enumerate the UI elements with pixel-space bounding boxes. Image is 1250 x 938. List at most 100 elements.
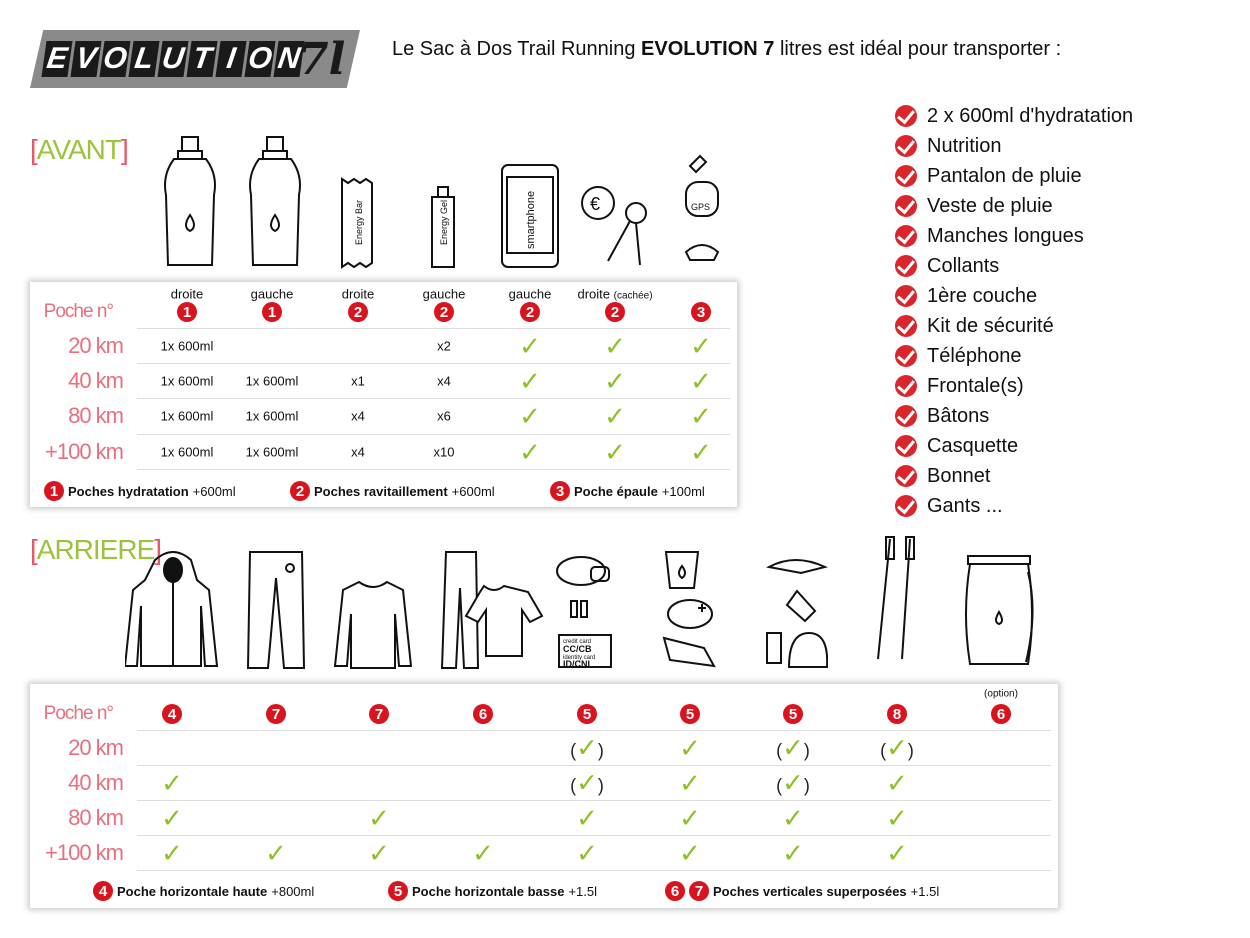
long-sleeve-icon — [333, 580, 413, 669]
pocket-number: 8 — [887, 704, 907, 724]
checklist-label: Gants ... — [927, 494, 1003, 517]
table-cell: ✓ — [519, 403, 541, 429]
check-icon: ✓ — [161, 838, 183, 868]
column-side: droite — [171, 287, 204, 302]
checklist-label: Pantalon de pluie — [927, 164, 1082, 187]
check-icon: ✓ — [604, 401, 626, 431]
table-cell: 1x 600ml — [161, 445, 214, 460]
table-cell: ✓ — [576, 805, 598, 831]
check-icon: ✓ — [519, 331, 541, 361]
pocket-number-badge: 1 — [177, 302, 197, 322]
logo-letter: O — [244, 41, 276, 77]
svg-text:CC/CB: CC/CB — [563, 644, 592, 654]
paren-close: ) — [803, 740, 810, 761]
table-cell: ✓ — [368, 840, 390, 866]
checklist-label: Veste de pluie — [927, 194, 1053, 217]
check-circle-icon — [895, 135, 917, 157]
distance-label: 80 km — [68, 403, 124, 428]
table-cell: 1x 600ml — [246, 409, 299, 424]
pocket-number-badge: 5 — [388, 881, 408, 901]
checklist-label: Bâtons — [927, 404, 990, 427]
pocket-number: 6 — [991, 704, 1011, 724]
hydration-bladder-icon — [965, 555, 1034, 665]
pocket-number-label: Poche n° — [43, 703, 114, 724]
table-cell: (✓) — [570, 770, 604, 797]
cap-gloves-beanie-icon — [766, 559, 828, 668]
check-icon: ✓ — [576, 732, 598, 763]
pocket-number: 7 — [266, 704, 286, 724]
logo-letter: T — [186, 41, 218, 77]
table-cell: ✓ — [604, 333, 626, 359]
pocket-number-badge: 6 — [991, 704, 1011, 724]
pocket-number-badge: 1 — [44, 481, 64, 501]
pocket-number-badge: 5 — [577, 704, 597, 724]
column-side: droite — [342, 287, 375, 302]
pocket-number: 5 — [680, 704, 700, 724]
check-icon: ✓ — [679, 768, 701, 798]
cell-value: x4 — [351, 444, 365, 460]
logo-letter: O — [99, 41, 131, 77]
checklist-label: Collants — [927, 254, 1000, 277]
table-cell: x6 — [437, 409, 451, 424]
cell-value: x4 — [351, 408, 365, 424]
distance-label: +100 km — [45, 439, 124, 464]
trekking-poles-icon — [877, 536, 915, 660]
checklist-label: Téléphone — [927, 344, 1022, 367]
check-icon: ✓ — [690, 437, 712, 467]
legend-name: Poches ravitaillement — [314, 483, 448, 499]
check-circle-icon — [895, 285, 917, 307]
distance-label: 40 km — [68, 770, 124, 795]
checklist-item: Collants — [895, 251, 1133, 281]
checklist-item: Casquette — [895, 431, 1133, 461]
pocket-number-badge: 4 — [93, 881, 113, 901]
optional-check-icon: (✓) — [776, 735, 810, 761]
pocket-number: 4 — [162, 704, 182, 724]
check-icon: ✓ — [604, 437, 626, 467]
side-label: droite — [341, 286, 375, 302]
table-cell: ✓ — [604, 368, 626, 394]
legend-name: Poche horizontale haute — [117, 883, 268, 899]
pocket-number-badge: 4 — [162, 704, 182, 724]
table-cell: ✓ — [690, 333, 712, 359]
logo-letter: E — [41, 41, 73, 77]
distance-label: 20 km — [68, 735, 124, 760]
cell-value: x10 — [433, 444, 455, 460]
first-aid-kit-icon — [662, 551, 716, 668]
table-cell: ✓ — [679, 840, 701, 866]
paren-close: ) — [597, 775, 604, 796]
checklist-item: Frontale(s) — [895, 371, 1133, 401]
table-cell: (✓) — [570, 735, 604, 762]
check-icon: ✓ — [886, 838, 908, 868]
table-cell: ✓ — [161, 805, 183, 831]
checklist-label: Casquette — [927, 434, 1019, 457]
rain-pants-icon — [246, 551, 306, 669]
check-icon: ✓ — [679, 733, 701, 763]
pocket-number-badge: 6 — [473, 704, 493, 724]
checklist-item: Bonnet — [895, 461, 1133, 491]
smartphone-icon: smartphone — [501, 164, 559, 268]
svg-text:smartphone: smartphone — [525, 191, 537, 249]
paren-close: ) — [803, 775, 810, 796]
table-cell: ✓ — [519, 333, 541, 359]
table-cell: ✓ — [519, 368, 541, 394]
tights-and-tshirt-icon — [440, 551, 544, 669]
cell-value: 1x 600ml — [160, 373, 214, 389]
side-label: gauche — [250, 286, 294, 302]
row-divider — [137, 434, 730, 435]
legend-name: Poches hydratation — [68, 483, 189, 499]
capacity-checklist: 2 x 600ml d'hydratation Nutrition Pantalon… — [895, 101, 1133, 521]
distance-label: 40 km — [68, 368, 124, 393]
distance-label: +100 km — [45, 840, 124, 865]
check-icon: ✓ — [161, 768, 183, 798]
table-cell: (✓) — [880, 735, 914, 762]
pocket-number: 2 — [520, 302, 540, 322]
logo-letter: U — [157, 41, 189, 77]
table-cell: x1 — [351, 374, 365, 389]
pocket-number-badge: 2 — [290, 481, 310, 501]
column-side: gauche — [423, 287, 466, 302]
table-cell: x4 — [351, 409, 365, 424]
column-side: gauche — [251, 287, 294, 302]
check-icon: ✓ — [690, 366, 712, 396]
bottle-icon — [164, 136, 216, 266]
